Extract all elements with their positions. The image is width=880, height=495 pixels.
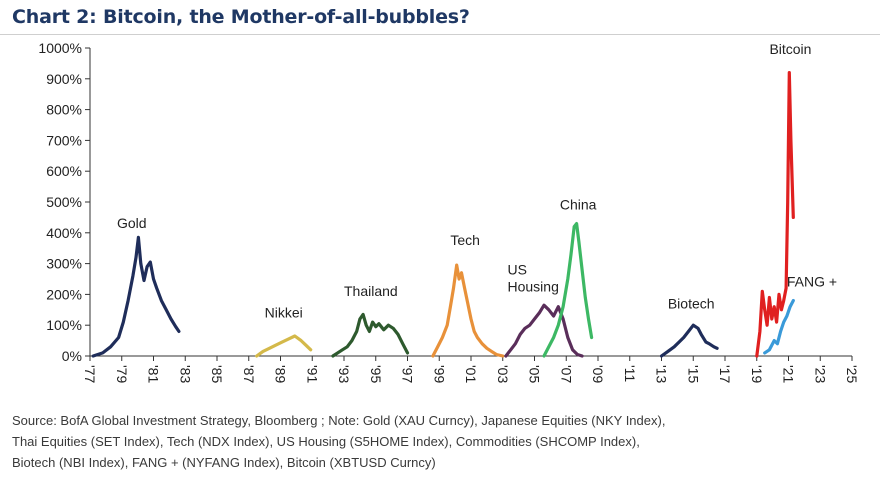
y-tick-label: 200%: [46, 286, 82, 302]
series-line-us-housing: [504, 303, 584, 358]
series-line-china: [542, 222, 594, 358]
x-tick-label: '13: [654, 365, 670, 383]
source-line-1: Source: BofA Global Investment Strategy,…: [12, 413, 666, 428]
series-label-fang: FANG +: [787, 274, 837, 290]
x-tick-label: '11: [622, 365, 638, 382]
series-line-fang: [763, 299, 795, 355]
x-tick-label: '81: [146, 365, 162, 383]
x-tick-label: '95: [368, 365, 384, 383]
x-tick-label: '91: [304, 365, 320, 383]
x-axis-ticks: '77 '79 '81 '83 '85 '87 '89 '91 '93 '95 '97 '99 '01 '…: [82, 356, 860, 383]
x-tick-label: '97: [400, 365, 416, 383]
title-divider: [0, 34, 880, 35]
x-tick-label: '05: [527, 365, 543, 383]
y-axis-ticks: 0% 100% 200% 300% 400% 500% 600% 700% 800% 900% 10…: [38, 40, 90, 364]
series-line-thailand: [331, 312, 410, 358]
chart-title: Chart 2: Bitcoin, the Mother-of-all-bubb…: [12, 6, 470, 28]
y-tick-label: 500%: [46, 194, 82, 210]
series-label-biotech: Biotech: [668, 295, 715, 311]
x-tick-label: '77: [82, 365, 98, 383]
source-line-2: Thai Equities (SET Index), Tech (NDX Ind…: [12, 434, 640, 449]
x-tick-label: '93: [336, 365, 352, 383]
x-tick-label: '89: [273, 365, 289, 383]
series-label-us-housing: US Housing: [508, 261, 559, 294]
y-tick-label: 600%: [46, 163, 82, 179]
y-tick-label: 800%: [46, 102, 82, 118]
x-tick-label: '03: [495, 365, 511, 383]
series-label-bitcoin: Bitcoin: [769, 41, 811, 57]
series-line-tech: [431, 263, 505, 358]
bubble-chart: 0% 100% 200% 300% 400% 500% 600% 700% 800% 900% 10…: [38, 40, 860, 383]
y-tick-label: 900%: [46, 71, 82, 87]
series-label-tech: Tech: [450, 232, 480, 248]
source-note: Source: BofA Global Investment Strategy,…: [12, 410, 872, 473]
y-tick-label: 300%: [46, 256, 82, 272]
series-line-nikkei: [255, 334, 313, 358]
series-label-gold: Gold: [117, 215, 147, 231]
series-label-nikkei: Nikkei: [265, 305, 303, 321]
chart-series: [91, 70, 795, 358]
series-line-gold: [91, 235, 181, 358]
x-tick-label: '83: [177, 365, 193, 383]
x-tick-label: '19: [749, 365, 765, 383]
x-tick-label: '21: [781, 365, 797, 383]
series-labels: Gold Nikkei Thailand Tech US Housing China Biot…: [117, 41, 837, 320]
x-tick-label: '07: [558, 365, 574, 383]
y-tick-label: 1000%: [38, 40, 82, 56]
y-tick-label: 700%: [46, 132, 82, 148]
x-tick-label: '85: [209, 365, 225, 383]
series-label-china: China: [560, 197, 597, 213]
x-tick-label: '99: [431, 365, 447, 383]
x-tick-label: '87: [241, 365, 257, 383]
x-tick-label: '01: [463, 365, 479, 383]
x-tick-label: '23: [812, 365, 828, 383]
x-tick-label: '25: [844, 365, 860, 383]
chart-axes: [89, 48, 852, 357]
series-label-thailand: Thailand: [344, 283, 398, 299]
x-tick-label: '17: [717, 365, 733, 383]
series-line-biotech: [659, 323, 719, 358]
x-tick-label: '79: [114, 365, 130, 383]
y-tick-label: 0%: [62, 348, 82, 364]
y-tick-label: 400%: [46, 225, 82, 241]
series-line-bitcoin: [755, 70, 795, 358]
y-tick-label: 100%: [46, 317, 82, 333]
x-tick-label: '15: [685, 365, 701, 383]
x-tick-label: '09: [590, 365, 606, 383]
source-line-3: Biotech (NBI Index), FANG + (NYFANG Inde…: [12, 455, 436, 470]
